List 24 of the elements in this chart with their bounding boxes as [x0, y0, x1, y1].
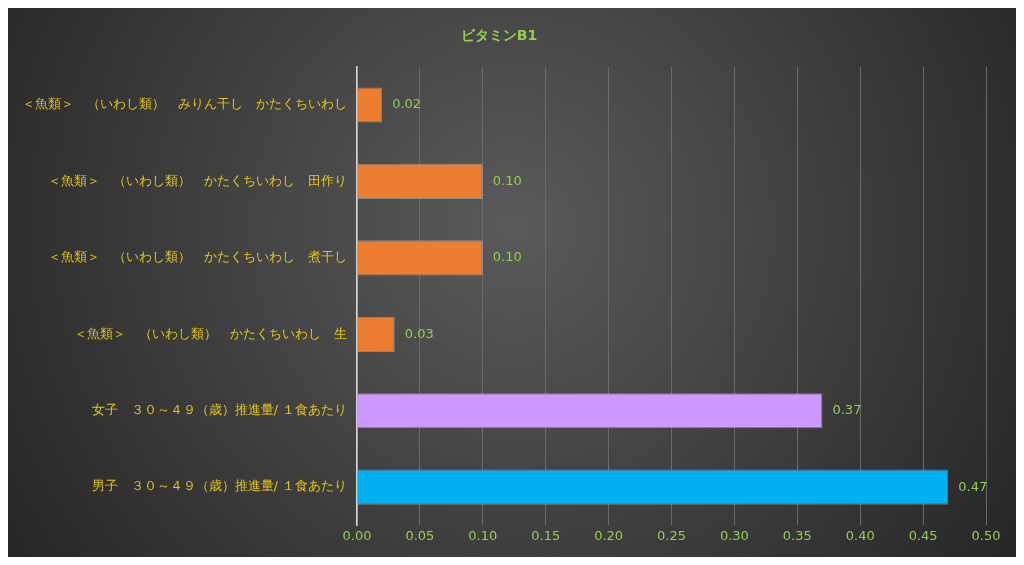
x-tick-label: 0.40	[845, 527, 875, 543]
y-tick-label: ＜魚類＞ （いわし類） みりん干し かたくちいわし	[22, 96, 347, 112]
y-tick-label: ＜魚類＞ （いわし類） かたくちいわし 田作り	[48, 172, 347, 188]
data-label: 0.10	[492, 249, 522, 265]
data-label: 0.03	[404, 325, 434, 341]
x-tick-label: 0.25	[657, 527, 686, 543]
data-label: 0.47	[958, 478, 988, 494]
x-tick-label: 0.05	[405, 527, 435, 543]
data-label: 0.02	[392, 96, 422, 112]
x-tick-label: 0.00	[342, 527, 372, 543]
chart-title: ビタミンB1	[460, 27, 538, 44]
x-tick-label: 0.50	[971, 527, 1001, 543]
x-tick-label: 0.45	[908, 527, 938, 543]
x-tick-label: 0.35	[782, 527, 812, 543]
x-tick-label: 0.20	[594, 527, 624, 543]
data-label: 0.37	[832, 402, 862, 418]
y-tick-label: 男子 ３０～４９（歳）推進量/ １食あたり	[91, 478, 347, 494]
x-tick-label: 0.10	[468, 527, 498, 543]
data-label: 0.10	[492, 172, 522, 188]
y-tick-label: ＜魚類＞ （いわし類） かたくちいわし 煮干し	[48, 249, 347, 265]
y-tick-label: ＜魚類＞ （いわし類） かたくちいわし 生	[74, 325, 347, 341]
y-tick-label: 女子 ３０～４９（歳）推進量/ １食あたり	[91, 402, 347, 417]
x-tick-label: 0.30	[719, 527, 749, 543]
x-tick-label: 0.15	[531, 527, 561, 543]
